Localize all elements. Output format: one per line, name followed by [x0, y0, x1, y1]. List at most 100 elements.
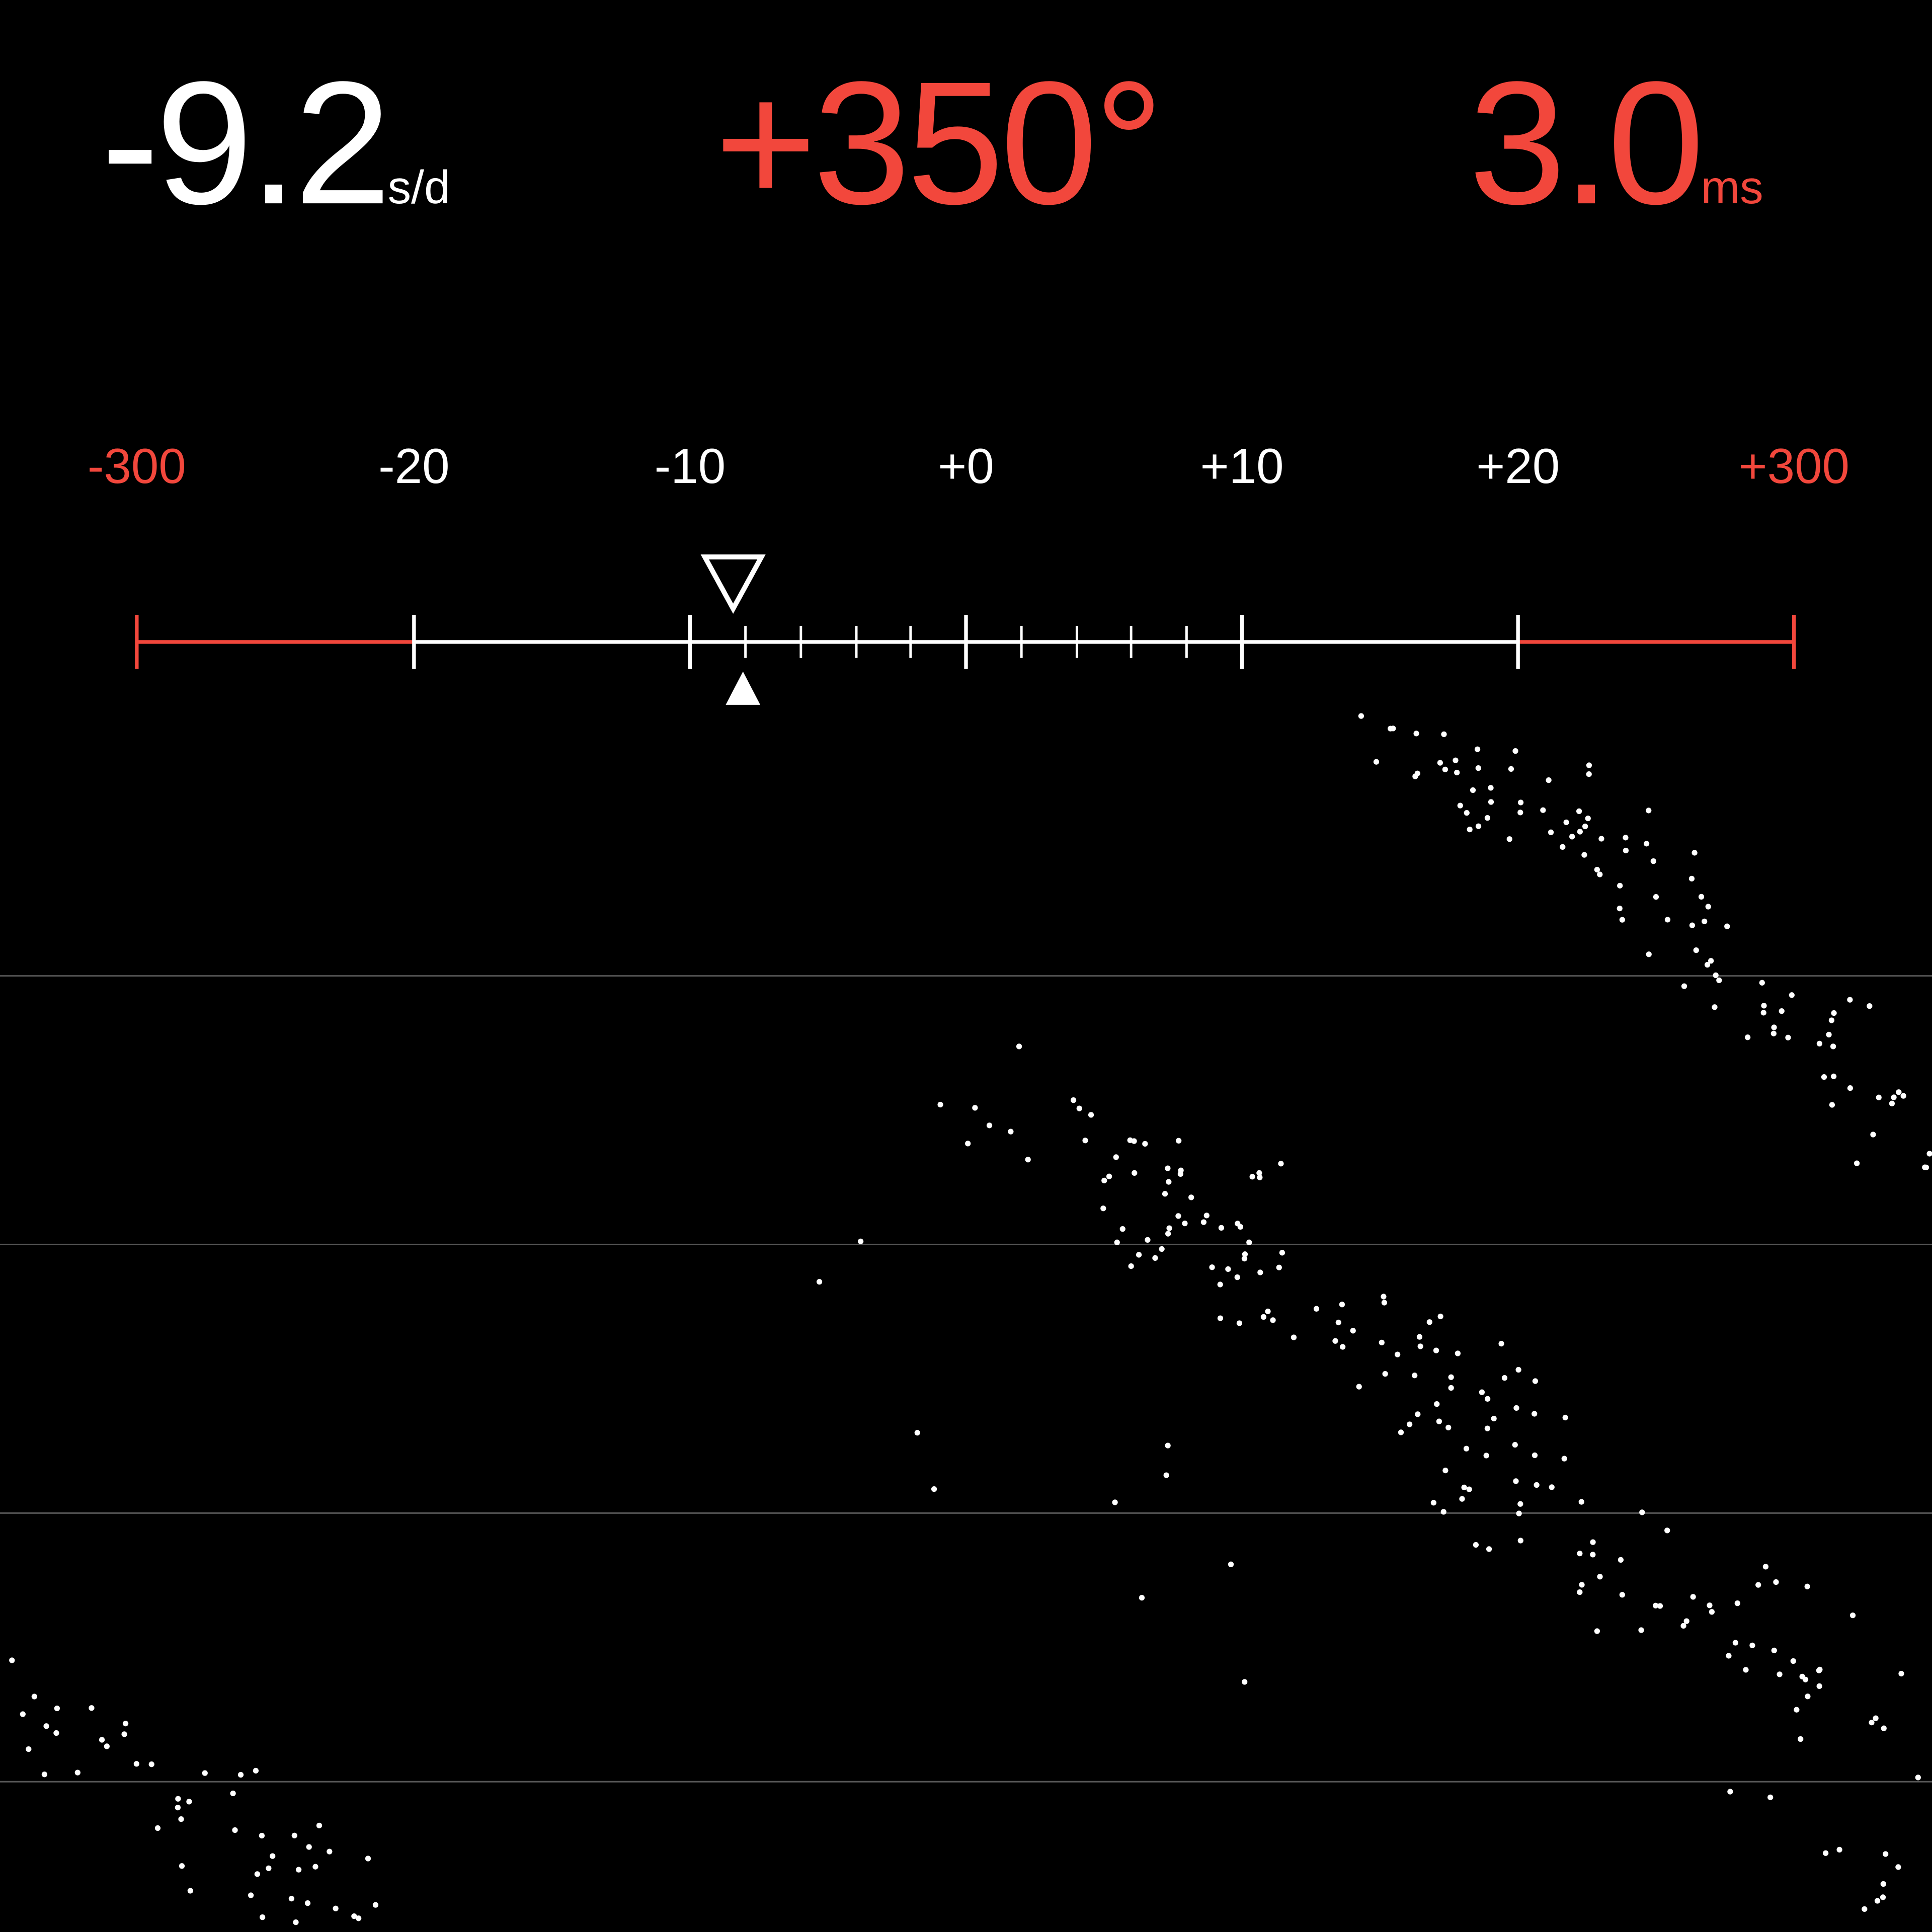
trace-dot: [1680, 1623, 1686, 1629]
trace-dot: [1246, 1239, 1252, 1245]
trace-dot: [356, 1915, 362, 1921]
trace-dot: [1532, 1378, 1539, 1384]
trace-dot: [1708, 958, 1714, 964]
trace-dot: [1470, 787, 1476, 793]
trace-dot: [1707, 1602, 1713, 1608]
trace-dot: [1276, 1264, 1282, 1270]
trace-dot: [1816, 1683, 1822, 1689]
trace-dot: [1561, 1456, 1567, 1462]
trace-dot: [1915, 1775, 1921, 1781]
trace-dot: [1512, 1442, 1518, 1448]
trace-dot: [1236, 1320, 1243, 1326]
trace-dot: [1483, 1453, 1489, 1459]
trace-dot: [1577, 829, 1583, 835]
trace-dot: [1188, 1194, 1194, 1200]
trace-dot: [1847, 997, 1853, 1003]
trace-dot: [1136, 1252, 1142, 1258]
trace-dot: [1463, 1445, 1470, 1452]
trace-dot: [1926, 1151, 1932, 1157]
trace-dot: [1816, 1040, 1823, 1046]
trace-dot: [1692, 850, 1698, 856]
trace-dot: [1577, 1551, 1583, 1557]
trace-dot: [178, 1816, 184, 1822]
trace-dot: [1152, 1255, 1158, 1261]
trace-dot: [1762, 1564, 1769, 1570]
trace-dot: [1265, 1308, 1271, 1315]
trace-dot: [1517, 799, 1524, 806]
trace-dot: [1455, 1350, 1461, 1356]
trace-dot: [1142, 1141, 1148, 1147]
trace-dot: [1257, 1269, 1263, 1275]
trace-dot: [1417, 1343, 1423, 1349]
trace-dot: [148, 1761, 154, 1767]
trace-dot: [237, 1772, 244, 1778]
trace-dot: [1693, 947, 1699, 953]
trace-dot: [1241, 1256, 1248, 1262]
trace-dot: [327, 1848, 333, 1855]
trace-dot: [1597, 871, 1603, 877]
trace-dot: [1112, 1499, 1118, 1505]
trace-dot: [54, 1705, 60, 1712]
trace-dot: [306, 1844, 312, 1850]
scale-label: -20: [378, 438, 450, 494]
trace-dot: [20, 1711, 26, 1717]
trace-dot: [1653, 1602, 1659, 1608]
trace-dot: [1512, 748, 1518, 754]
rate-readout: -9.2s/d: [101, 45, 450, 240]
trace-dot: [1413, 731, 1419, 737]
trace-dot: [1549, 1484, 1555, 1490]
trace-dot: [1440, 1509, 1446, 1515]
trace-dot: [1474, 746, 1481, 752]
trace-dot: [1638, 1627, 1644, 1633]
trace-dot: [1891, 1094, 1897, 1100]
trace-dot: [1382, 1371, 1388, 1377]
trace-dot: [1532, 1411, 1538, 1417]
trace-dot: [1578, 1499, 1584, 1505]
trace-dot: [1381, 1300, 1388, 1306]
trace-dot: [1745, 1034, 1751, 1040]
trace-dot: [1159, 1246, 1165, 1252]
scale-labels: -300 -20 -10 +0 +10 +20 +300: [88, 438, 1849, 494]
trace-dot: [1448, 1374, 1454, 1380]
trace-dot: [232, 1827, 238, 1833]
trace-dot: [1228, 1561, 1234, 1567]
trace-dot: [1407, 1421, 1413, 1427]
trace-dot: [1594, 866, 1600, 873]
trace-dot: [1873, 1715, 1879, 1721]
trace-dot: [1770, 1030, 1777, 1036]
trace-dot: [1442, 1467, 1448, 1474]
trace-dot: [1577, 1589, 1583, 1595]
trace-dot: [1532, 1452, 1538, 1459]
trace-dot: [1849, 1612, 1856, 1619]
trace-dot: [1340, 1344, 1346, 1350]
trace-dot: [1646, 808, 1652, 814]
trace-dot: [1445, 1424, 1452, 1431]
trace-dot: [1562, 1414, 1568, 1421]
trace-dot: [1576, 808, 1582, 815]
trace-dot: [9, 1657, 15, 1663]
trace-dot: [1582, 823, 1588, 830]
trace-dot: [1513, 1405, 1519, 1411]
trace-dot: [1789, 992, 1795, 998]
trace-dot: [1242, 1679, 1248, 1685]
trace-dot: [187, 1888, 193, 1894]
trace-dot: [1900, 1093, 1906, 1099]
trace-dot: [1113, 1154, 1119, 1160]
trace-dot: [1335, 1319, 1341, 1326]
trace-dot: [1734, 1600, 1740, 1606]
trace-dot: [1217, 1315, 1224, 1321]
trace-dot: [931, 1486, 937, 1492]
trace-dot: [1709, 1609, 1715, 1615]
trace-dot: [1242, 1251, 1248, 1257]
trace-dot: [1594, 1628, 1600, 1634]
trace-dot: [1166, 1225, 1172, 1231]
trace-dot: [1586, 762, 1592, 768]
beat-error-readout: 3.0ms: [1469, 45, 1763, 240]
rate-unit: s/d: [388, 161, 450, 213]
trace-dot: [1713, 972, 1719, 978]
trace-dot: [1794, 1707, 1800, 1713]
trace-dot: [1453, 757, 1459, 763]
trace-dot: [1823, 1850, 1829, 1856]
trace-dot: [1617, 882, 1623, 889]
